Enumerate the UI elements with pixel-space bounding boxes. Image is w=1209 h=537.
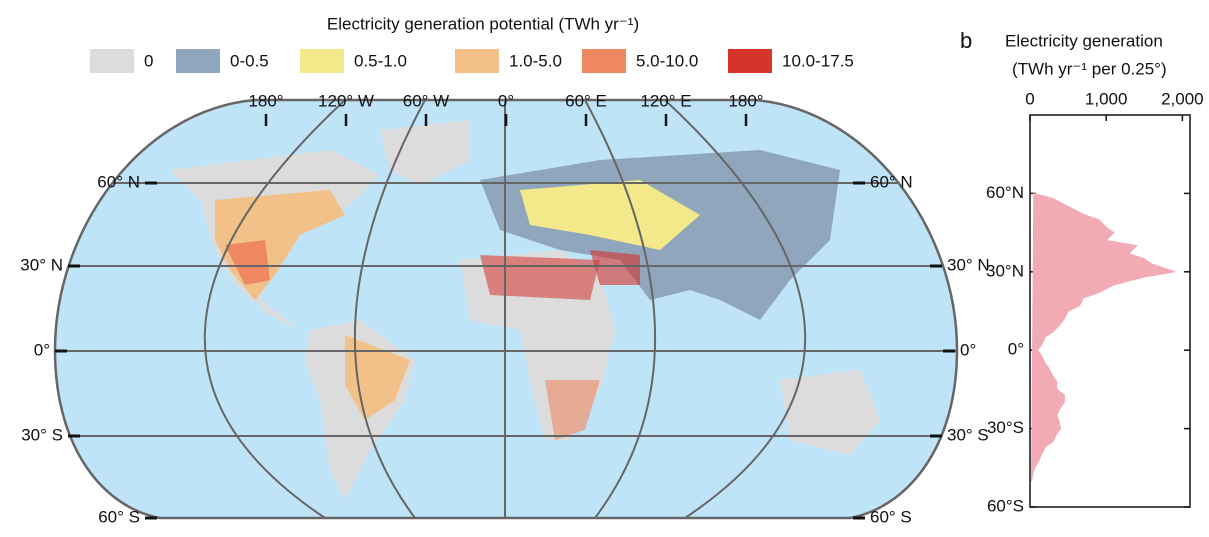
legend-label: 0 (144, 51, 153, 70)
longitude-label: 60° W (403, 91, 449, 110)
x-tick-label: 0 (1025, 89, 1034, 108)
legend-swatch (582, 49, 626, 73)
latitude-label: 0° (960, 340, 976, 359)
land (480, 255, 600, 300)
legend-swatch (455, 49, 499, 73)
longitude-label: 180° (728, 91, 763, 110)
chart-title: Electricity generation (1005, 31, 1163, 50)
legend-title: Electricity generation potential (TWh yr… (327, 14, 639, 33)
y-tick-label: 30°N (986, 261, 1024, 280)
legend-label: 5.0-10.0 (636, 51, 698, 70)
legend-swatch (300, 49, 344, 73)
latitude-label: 60° N (97, 172, 140, 191)
legend-swatch (90, 49, 134, 73)
meridian (584, 100, 656, 518)
legend-label: 0-0.5 (230, 51, 269, 70)
land (225, 240, 270, 285)
latitude-label: 60° N (870, 172, 913, 191)
y-tick-label: 60°N (986, 183, 1024, 202)
meridian (354, 100, 426, 518)
latitude-label: 60° S (870, 507, 912, 526)
y-tick-label: 60°S (987, 496, 1024, 515)
chart-title: (TWh yr⁻¹ per 0.25°) (1012, 59, 1167, 78)
map (55, 100, 957, 518)
land (545, 380, 600, 440)
legend-swatch (728, 49, 772, 73)
longitude-label: 0° (498, 91, 514, 110)
land (520, 180, 700, 250)
latitude-label: 0° (34, 340, 50, 359)
x-tick-label: 1,000 (1085, 89, 1128, 108)
land (590, 250, 640, 285)
y-tick-label: 30°S (987, 418, 1024, 437)
legend-label: 0.5-1.0 (354, 51, 407, 70)
graticule (55, 100, 957, 518)
legend-label: 1.0-5.0 (509, 51, 562, 70)
longitude-label: 120° W (318, 91, 374, 110)
latitude-label: 30° N (20, 255, 63, 274)
map-outline (53, 98, 959, 520)
land (380, 120, 470, 185)
longitude-label: 180° (248, 91, 283, 110)
latitude-label: 60° S (98, 507, 140, 526)
panel-b: b Electricity generation (TWh yr⁻¹ per 0.2… (960, 28, 1204, 516)
latitude-label: 30° S (21, 425, 63, 444)
y-tick-label: 0° (1008, 340, 1024, 359)
legend-label: 10.0-17.5 (782, 51, 854, 70)
longitude-label: 60° E (565, 91, 607, 110)
plot-frame (1029, 114, 1191, 508)
profile-area (1031, 192, 1175, 481)
legend: 0 0-0.5 0.5-1.0 1.0-5.0 5.0-10.0 10.0-17.5 (90, 49, 854, 73)
land (780, 370, 880, 455)
longitude-label: 120° E (640, 91, 691, 110)
latitude-label: 30° N (947, 255, 990, 274)
panel-label: b (960, 28, 972, 53)
latitude-label: 30° S (947, 425, 989, 444)
legend-swatch (176, 49, 220, 73)
meridian (203, 100, 346, 518)
meridian (664, 100, 807, 518)
x-tick-label: 2,000 (1161, 89, 1204, 108)
map-labels: 180° 120° W 60° W 0° 60° E 120° E 180° 60° N 60°… (20, 91, 989, 526)
